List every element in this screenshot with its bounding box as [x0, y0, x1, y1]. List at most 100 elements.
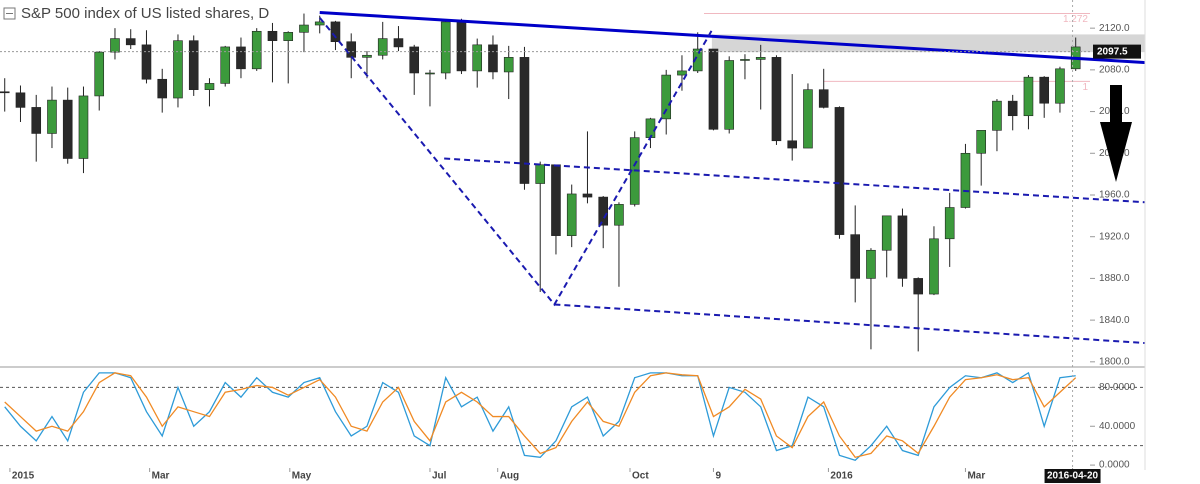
y-tick-label: 1840.0 — [1099, 315, 1130, 326]
candle-body — [582, 193, 593, 198]
candle-body — [724, 60, 735, 130]
candle-body — [0, 91, 10, 94]
candle-body — [771, 57, 782, 142]
candle-body — [47, 99, 57, 134]
y-tick-label: 1800.0 — [1099, 356, 1130, 367]
arrow-shaft — [1110, 85, 1122, 123]
trend-line — [444, 157, 1146, 204]
y-tick-label: 1920.0 — [1099, 231, 1130, 242]
candle-body — [503, 57, 514, 73]
candle-body — [472, 44, 483, 72]
candle-body — [566, 193, 577, 236]
x-tick-label: May — [292, 471, 312, 482]
candle-body — [645, 118, 656, 138]
candle-body — [330, 21, 341, 43]
candle-body — [740, 59, 750, 61]
candle-body — [236, 46, 246, 70]
candle-body — [755, 57, 766, 60]
x-tick-label: Oct — [632, 471, 649, 482]
x-tick-label: Mar — [967, 471, 985, 482]
candle-body — [188, 40, 199, 90]
candle-body — [267, 30, 278, 41]
candle-body — [535, 164, 546, 184]
collapse-icon[interactable] — [3, 7, 16, 20]
plot-layer: 1.27211800.01840.01880.01920.01960.02000… — [0, 0, 1146, 483]
candle-body — [519, 57, 530, 184]
candle-body — [787, 140, 798, 149]
x-tick-label: Aug — [500, 471, 519, 482]
last-price-label: 2097.5 — [1097, 46, 1128, 57]
down-arrow — [1100, 85, 1132, 182]
candle-body — [818, 89, 829, 108]
candle-body — [283, 32, 294, 41]
candle-body — [377, 38, 388, 56]
candle-body — [692, 48, 703, 72]
last-price-tag — [1093, 44, 1141, 59]
candle-body — [834, 107, 845, 235]
x-tick-label: 2016 — [830, 471, 853, 482]
x-tick-label: Mar — [152, 471, 170, 482]
stoch-line — [4, 371, 1076, 461]
candle-body — [1007, 100, 1018, 117]
y-tick-label: 2080.0 — [1099, 65, 1130, 76]
candle-body — [803, 89, 813, 149]
candle-body — [299, 24, 309, 33]
candle-body — [1055, 68, 1065, 104]
y-tick-label: 1960.0 — [1099, 190, 1130, 201]
candle-body — [78, 95, 89, 159]
candle-body — [110, 38, 120, 53]
candle-body — [393, 38, 404, 48]
candle-body — [913, 278, 924, 295]
fib-label: 1 — [1082, 82, 1088, 93]
resistance-zone — [711, 34, 1145, 53]
y-tick-label: 0.0000 — [1099, 460, 1130, 471]
candle-body — [614, 204, 624, 226]
x-tick-tag — [1044, 469, 1101, 483]
candle-body — [125, 38, 136, 46]
candle-body — [157, 78, 168, 99]
candle-body — [15, 92, 26, 108]
candle-body — [551, 164, 561, 236]
candle-body — [708, 48, 719, 130]
x-tick-label: 2016-04-20 — [1047, 471, 1099, 482]
x-tick-label: 2015 — [12, 471, 35, 482]
x-tick-label: Jul — [432, 471, 447, 482]
candle-body — [944, 207, 955, 240]
candle-body — [976, 130, 987, 154]
candle-body — [598, 196, 609, 226]
candle-body — [1023, 76, 1034, 117]
candle-body — [141, 44, 152, 80]
candle-body — [31, 107, 42, 134]
candle-body — [346, 41, 357, 58]
candle-body — [488, 44, 498, 73]
arrow-head — [1100, 122, 1132, 182]
fib-label: 1.272 — [1063, 14, 1088, 25]
candle-body — [62, 99, 73, 159]
candle-body — [220, 46, 231, 84]
candle-body — [409, 46, 420, 74]
candle-body — [204, 83, 215, 90]
chart-title: S&P 500 index of US listed shares, D — [21, 5, 269, 22]
candle-body — [251, 30, 262, 70]
candle-body — [850, 234, 861, 279]
candle-body — [456, 21, 467, 72]
candle-body — [173, 40, 183, 99]
candle-body — [960, 152, 971, 208]
x-tick-label: 9 — [715, 471, 721, 482]
candle-body — [929, 238, 939, 295]
y-tick-label: 1880.0 — [1099, 273, 1130, 284]
candle-body — [897, 215, 908, 279]
y-tick-label: 40.0000 — [1099, 421, 1136, 432]
candle-body — [881, 215, 892, 251]
trend-line — [554, 303, 1146, 345]
candle-body — [866, 249, 876, 279]
y-tick-label: 80.0000 — [1099, 382, 1136, 393]
candle-body — [362, 54, 372, 58]
candle-body — [440, 21, 451, 74]
candle-body — [661, 74, 672, 120]
candle-body — [1039, 76, 1050, 104]
candle-body — [314, 21, 325, 26]
candle-body — [425, 72, 435, 75]
